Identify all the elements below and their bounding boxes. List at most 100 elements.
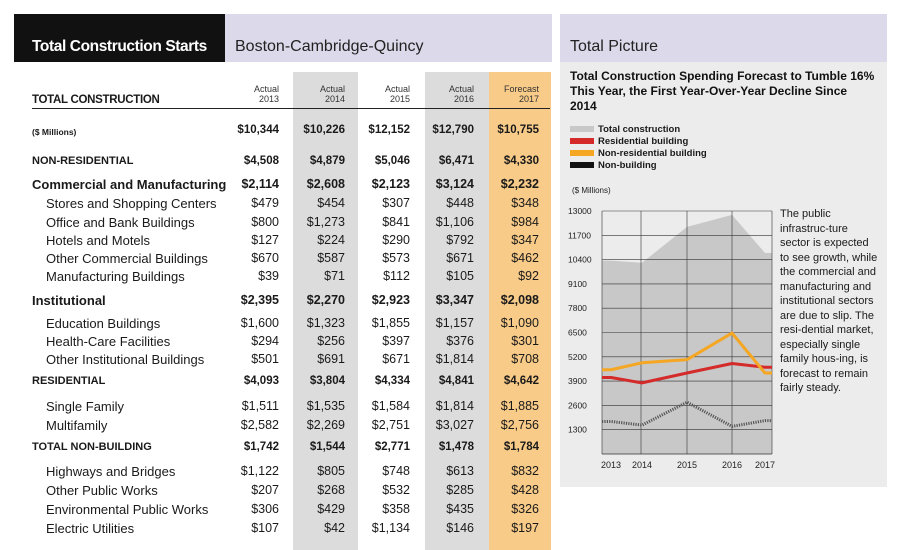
cell-value: $1,273 <box>306 215 345 229</box>
chart-note: The public infrastruc-ture sector is exp… <box>780 208 878 394</box>
row-label: Other Institutional Buildings <box>46 352 205 367</box>
table-row: Education Buildings $1,600 $1,323 $1,855 $1,… <box>14 316 552 334</box>
cell-value: $10,226 <box>303 124 345 136</box>
cell-value: $2,771 <box>374 441 410 453</box>
cell-value: $671 <box>382 352 410 366</box>
cell-value: $307 <box>382 196 410 210</box>
cell-value: $397 <box>382 334 410 348</box>
cell-value: $42 <box>324 521 345 535</box>
cell-value: $3,347 <box>435 293 474 307</box>
year-status: Actual <box>448 84 474 94</box>
cell-value: $107 <box>251 521 279 535</box>
cell-value: $841 <box>382 215 410 229</box>
cell-value: $2,923 <box>371 293 410 307</box>
cell-value: $358 <box>382 502 410 516</box>
table-row: Office and Bank Buildings $800 $1,273 $841 $… <box>14 215 552 233</box>
y-tick-label: 1300 <box>568 425 587 435</box>
table-row: Single Family $1,511 $1,535 $1,584 $1,814 $1,… <box>14 399 552 417</box>
x-tick-label: 2015 <box>677 460 697 470</box>
legend-label: Non-building <box>598 160 657 171</box>
cell-value: $1,511 <box>241 399 279 413</box>
cell-value: $12,152 <box>368 124 410 136</box>
column-highlight-2017 <box>489 72 551 550</box>
cell-value: $1,122 <box>240 464 279 478</box>
cell-value: $326 <box>511 502 539 516</box>
chart-unit-label: ($ Millions) <box>572 186 611 195</box>
row-label: Education Buildings <box>46 316 161 331</box>
cell-value: $613 <box>446 464 474 478</box>
cell-value: $4,642 <box>503 375 539 387</box>
cell-value: $197 <box>511 521 539 535</box>
cell-value: $1,885 <box>500 399 539 413</box>
cell-value: $1,535 <box>306 399 345 413</box>
cell-value: $4,841 <box>438 375 474 387</box>
year-status: Actual <box>253 84 279 94</box>
cell-value: $4,334 <box>374 375 410 387</box>
row-label: Institutional <box>32 293 106 308</box>
cell-value: $12,790 <box>432 124 474 136</box>
cell-value: $4,879 <box>309 155 345 167</box>
row-label: Office and Bank Buildings <box>46 215 195 230</box>
year-header-4: Forecast 2017 <box>479 84 539 104</box>
row-label: Highways and Bridges <box>46 464 176 479</box>
table-row: ($ Millions) $10,344 $10,226 $12,152 $12,790… <box>14 124 552 142</box>
year-status: Actual <box>384 84 410 94</box>
cell-value: $1,106 <box>435 215 474 229</box>
cell-value: $1,134 <box>371 521 410 535</box>
x-tick-label: 2014 <box>632 460 652 470</box>
chart-title: Total Construction Spending Forecast to … <box>570 69 875 113</box>
cell-value: $805 <box>317 464 345 478</box>
cell-value: $1,584 <box>371 399 410 413</box>
cell-value: $1,814 <box>435 399 474 413</box>
table-row: Highways and Bridges $1,122 $805 $748 $613 $8… <box>14 464 552 482</box>
table-row: Electric Utilities $107 $42 $1,134 $146 $197 <box>14 521 552 539</box>
cell-value: $4,508 <box>243 155 279 167</box>
panel-header-title: Total Picture <box>570 38 659 55</box>
cell-value: $587 <box>317 251 345 265</box>
total-picture-panel: Total Picture Total Construction Spendin… <box>560 14 887 487</box>
cell-value: $532 <box>382 483 410 497</box>
cell-value: $256 <box>317 334 345 348</box>
region-name: Boston-Cambridge-Quincy <box>235 38 424 55</box>
legend-swatch <box>570 138 594 144</box>
cell-value: $691 <box>317 352 345 366</box>
cell-value: $285 <box>446 483 474 497</box>
year-header-0: Actual 2013 <box>219 84 279 104</box>
cell-value: $748 <box>382 464 410 478</box>
panel-header: Total Picture <box>560 14 887 62</box>
cell-value: $670 <box>251 251 279 265</box>
cell-value: $2,608 <box>306 177 345 191</box>
cell-value: $1,855 <box>371 316 410 330</box>
cell-value: $2,114 <box>241 177 279 191</box>
row-label: Manufacturing Buildings <box>46 269 185 284</box>
cell-value: $832 <box>511 464 539 478</box>
legend-swatch <box>570 126 594 132</box>
table-title-bar: Total Construction Starts <box>14 14 225 62</box>
cell-value: $1,742 <box>243 441 279 453</box>
row-label: TOTAL NON-BUILDING <box>32 441 152 453</box>
cell-value: $92 <box>518 269 539 283</box>
year-label: 2013 <box>258 94 279 104</box>
cell-value: $984 <box>511 215 539 229</box>
cell-value: $800 <box>251 215 279 229</box>
cell-value: $105 <box>446 269 474 283</box>
cell-value: $479 <box>251 196 279 210</box>
construction-starts-table: Total Construction Starts Boston-Cambrid… <box>14 14 552 550</box>
header-rule <box>32 108 550 109</box>
y-tick-label: 2600 <box>568 400 587 410</box>
x-tick-label: 2016 <box>722 460 742 470</box>
column-highlight-2014 <box>293 72 358 550</box>
cell-value: $1,814 <box>435 352 474 366</box>
year-label: 2017 <box>518 94 539 104</box>
cell-value: $454 <box>317 196 345 210</box>
cell-value: $146 <box>446 521 474 535</box>
legend-label: Total construction <box>598 124 681 135</box>
cell-value: $301 <box>511 334 539 348</box>
cell-value: $3,804 <box>309 375 345 387</box>
cell-value: $112 <box>383 269 410 283</box>
column-highlight-2016 <box>425 72 489 550</box>
row-label: Environmental Public Works <box>46 502 209 517</box>
table-row: Institutional $2,395 $2,270 $2,923 $3,347 $2,… <box>14 293 552 311</box>
y-tick-label: 6500 <box>568 328 587 338</box>
table-row: Multifamily $2,582 $2,269 $2,751 $3,027 $2,75… <box>14 418 552 436</box>
